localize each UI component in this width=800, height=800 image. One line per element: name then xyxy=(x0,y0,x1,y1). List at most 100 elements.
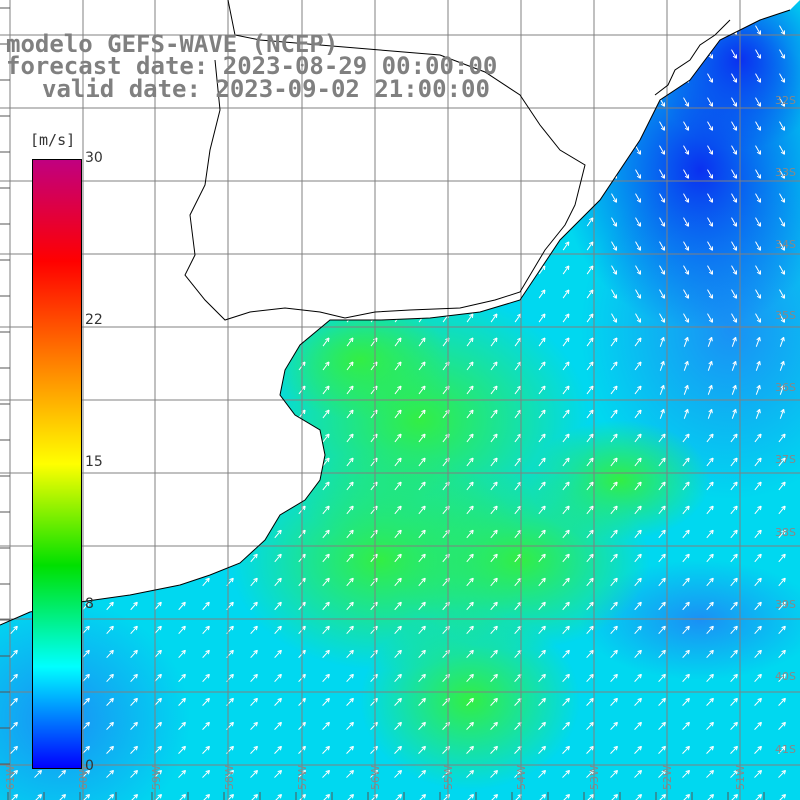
wind-arrow xyxy=(586,553,594,563)
wind-arrow xyxy=(418,169,426,179)
wind-arrow xyxy=(178,457,186,467)
wind-arrow xyxy=(683,193,689,203)
wind-arrow xyxy=(250,337,258,347)
wind-arrow xyxy=(490,553,498,563)
wind-arrow xyxy=(659,217,665,227)
wind-arrow xyxy=(730,745,738,754)
wind-arrow xyxy=(106,577,114,587)
wind-arrow xyxy=(490,457,498,467)
latitude-label: 39S xyxy=(775,598,796,611)
wind-arrow xyxy=(202,601,210,611)
wind-arrow xyxy=(82,241,90,251)
wind-arrow xyxy=(659,313,665,323)
wind-arrow xyxy=(130,553,138,563)
wind-arrow xyxy=(178,217,186,227)
wind-arrow xyxy=(106,745,114,754)
wind-arrow xyxy=(634,481,642,491)
wind-arrow xyxy=(586,313,594,323)
wind-arrow xyxy=(538,505,546,515)
wind-arrow xyxy=(106,193,114,203)
wind-arrow xyxy=(779,360,785,371)
wind-arrow xyxy=(466,745,474,754)
wind-arrow xyxy=(130,721,138,730)
wind-arrow xyxy=(635,241,641,251)
wind-arrow xyxy=(202,361,210,371)
wind-arrow xyxy=(586,409,594,419)
wind-arrow xyxy=(82,769,90,778)
wind-arrow xyxy=(10,145,18,155)
wind-arrow xyxy=(586,385,594,395)
wind-arrow xyxy=(755,49,761,59)
wind-arrow xyxy=(490,673,498,683)
wind-arrow xyxy=(466,577,474,587)
wind-arrow xyxy=(562,745,570,754)
wind-arrow xyxy=(683,241,689,251)
wind-arrow xyxy=(82,265,90,275)
wind-arrow xyxy=(730,433,738,443)
wind-arrow xyxy=(346,337,354,347)
wind-arrow xyxy=(779,121,785,131)
wind-arrow xyxy=(467,25,474,35)
wind-arrow xyxy=(394,697,402,706)
wind-arrow xyxy=(730,601,738,611)
wind-arrow xyxy=(538,337,546,347)
wind-arrow xyxy=(730,649,738,659)
wind-arrow xyxy=(514,49,522,59)
wind-arrow xyxy=(778,505,786,515)
wind-arrow xyxy=(779,265,785,275)
wind-arrow xyxy=(322,409,330,419)
wind-arrow xyxy=(202,529,210,539)
wind-arrow xyxy=(635,217,641,227)
wind-arrow xyxy=(274,361,282,371)
wind-arrow xyxy=(322,649,330,659)
wind-arrow xyxy=(779,336,785,347)
wind-arrow xyxy=(10,769,18,778)
wind-arrow xyxy=(274,241,282,251)
wind-arrow xyxy=(394,241,402,251)
wind-arrow xyxy=(538,313,546,323)
wind-arrow xyxy=(10,313,18,323)
wind-arrow xyxy=(731,73,737,83)
wind-arrow xyxy=(755,217,761,227)
wind-arrow xyxy=(659,193,665,203)
wind-arrow xyxy=(779,193,785,203)
wind-arrow xyxy=(202,457,210,467)
wind-arrow xyxy=(250,577,258,587)
wind-arrow xyxy=(274,121,282,131)
wind-arrow xyxy=(490,97,498,107)
wind-arrow xyxy=(106,505,114,515)
wind-arrow xyxy=(706,529,714,539)
wind-arrow xyxy=(586,577,594,587)
wind-arrow xyxy=(154,457,162,467)
wind-arrow xyxy=(130,433,138,443)
wind-arrow xyxy=(707,408,713,419)
wind-arrow xyxy=(130,169,138,179)
wind-arrow xyxy=(202,505,210,515)
wind-arrow xyxy=(106,673,114,683)
wind-arrow xyxy=(154,553,162,563)
wind-arrow xyxy=(731,169,737,179)
wind-arrow xyxy=(346,385,354,395)
wind-arrow xyxy=(178,721,186,730)
wind-arrow xyxy=(490,409,498,419)
wind-arrow xyxy=(514,217,522,227)
wind-arrow xyxy=(779,313,785,323)
wind-arrow xyxy=(322,193,330,203)
wind-arrow xyxy=(706,649,714,659)
wind-arrow xyxy=(562,673,570,683)
wind-arrow xyxy=(250,193,258,203)
wind-arrow xyxy=(586,625,594,635)
wind-arrow xyxy=(635,73,641,83)
wind-arrow xyxy=(706,553,714,563)
wind-arrow xyxy=(490,145,498,155)
wind-arrow xyxy=(178,697,186,706)
wind-arrow xyxy=(106,289,114,299)
wind-arrow xyxy=(490,337,498,347)
wind-arrow xyxy=(466,553,474,563)
wind-arrow xyxy=(466,289,474,299)
wind-arrow xyxy=(34,793,43,800)
wind-arrow xyxy=(707,241,713,251)
wind-arrow xyxy=(634,553,642,563)
wind-arrow xyxy=(346,601,354,611)
wind-arrow xyxy=(538,361,546,371)
